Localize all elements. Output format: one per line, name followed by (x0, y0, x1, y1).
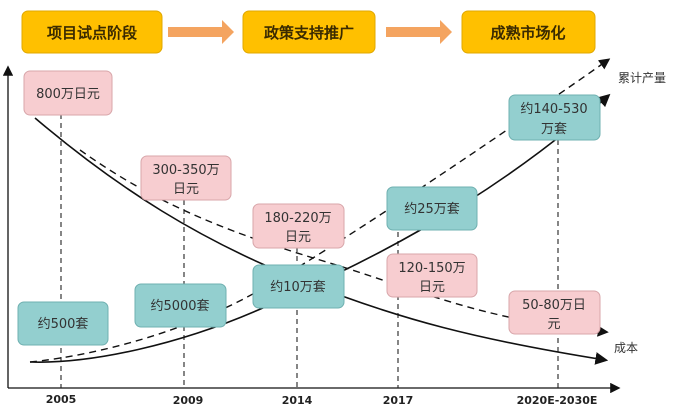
cost-label: 成本 (614, 341, 638, 355)
svg-text:日元: 日元 (285, 230, 311, 245)
cost-box-2017: 120-150万 日元 (386, 253, 478, 298)
volume-box-2017: 约25万套 (386, 186, 478, 231)
svg-text:约25万套: 约25万套 (404, 201, 460, 217)
cost-dashed-curve (79, 149, 609, 337)
svg-text:50-80万日: 50-80万日 (522, 298, 586, 313)
svg-text:日元: 日元 (173, 182, 199, 197)
svg-text:约500套: 约500套 (38, 316, 89, 332)
phase-3: 成熟市场化 (461, 10, 596, 54)
svg-text:元: 元 (547, 317, 560, 332)
volume-box-2020-2030: 约140-530 万套 (508, 94, 601, 141)
year-label: 2017 (383, 394, 414, 407)
volume-box-2005: 约500套 (17, 301, 109, 346)
phase-1: 项目试点阶段 (21, 10, 163, 54)
svg-text:约140-530: 约140-530 (520, 102, 587, 117)
arrow-icon (386, 20, 452, 44)
svg-text:800万日元: 800万日元 (36, 87, 100, 102)
svg-text:300-350万: 300-350万 (152, 163, 219, 178)
cost-box-2005: 800万日元 (23, 70, 113, 116)
cost-box-2009: 300-350万 日元 (140, 155, 232, 201)
year-label: 2020E-2030E (517, 394, 598, 407)
production-label: 累计产量 (618, 71, 666, 85)
svg-text:120-150万: 120-150万 (398, 261, 465, 276)
phase-label: 政策支持推广 (264, 24, 354, 42)
year-label: 2005 (46, 393, 77, 406)
year-guides (60, 114, 559, 388)
svg-text:180-220万: 180-220万 (264, 211, 331, 226)
cost-box-2014: 180-220万 日元 (252, 203, 345, 249)
svg-text:日元: 日元 (419, 280, 445, 295)
year-label: 2009 (173, 394, 204, 407)
phase-label: 项目试点阶段 (47, 24, 137, 42)
phase-2: 政策支持推广 (242, 10, 376, 54)
volume-box-2009: 约5000套 (134, 283, 227, 328)
svg-text:万套: 万套 (541, 121, 567, 137)
arrow-icon (168, 20, 234, 44)
production-dashed-curve (29, 58, 611, 363)
svg-text:约5000套: 约5000套 (150, 298, 209, 314)
svg-text:约10万套: 约10万套 (270, 279, 326, 295)
cost-box-2020-2030: 50-80万日 元 (508, 290, 601, 335)
volume-box-2014: 约10万套 (252, 264, 345, 309)
year-label: 2014 (282, 394, 313, 407)
phase-label: 成熟市场化 (490, 24, 565, 42)
